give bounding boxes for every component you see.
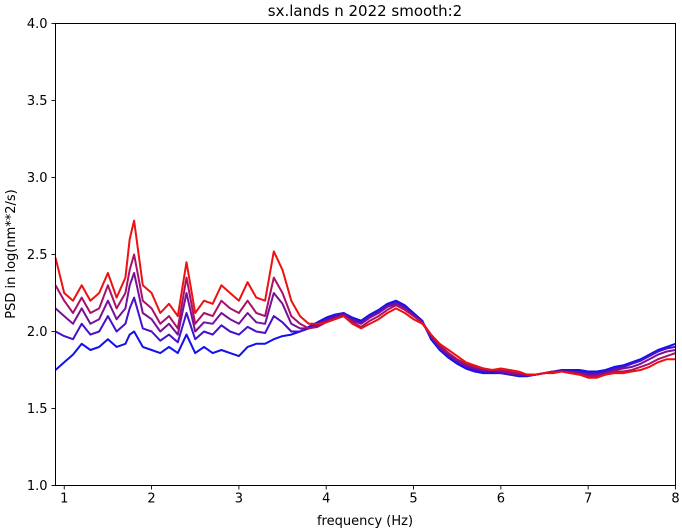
x-tick-label: 4 [322, 492, 330, 507]
y-tick-label: 4.0 [27, 17, 48, 32]
y-tick-label: 3.5 [27, 94, 48, 109]
y-axis-title: PSD in log(nm**2/s) [4, 189, 19, 319]
x-axis-title: frequency (Hz) [317, 514, 413, 529]
chart-title: sx.lands n 2022 smooth:2 [268, 2, 462, 20]
x-tick-label: 2 [147, 492, 155, 507]
psd-series-line [54, 299, 676, 378]
x-tick-label: 1 [60, 492, 68, 507]
x-tick-label: 8 [671, 492, 679, 507]
psd-series-line [54, 219, 676, 379]
y-tick-label: 1.0 [27, 479, 48, 494]
y-tick-label: 3.0 [27, 171, 48, 186]
y-tick-label: 2.0 [27, 325, 48, 340]
x-tick-label: 7 [584, 492, 592, 507]
y-tick-label: 2.5 [27, 248, 48, 263]
plot-area-frame [55, 23, 676, 486]
x-tick-label: 3 [235, 492, 243, 507]
psd-series-line [54, 272, 676, 376]
series-layer [54, 219, 676, 379]
x-tick-label: 6 [497, 492, 505, 507]
tick-layer: 1 2 3 4 5 6 7 8 1.0 1.5 2.0 2.5 3.0 3.5 4.0 [27, 17, 680, 507]
x-tick-label: 5 [409, 492, 417, 507]
y-tick-label: 1.5 [27, 402, 48, 417]
